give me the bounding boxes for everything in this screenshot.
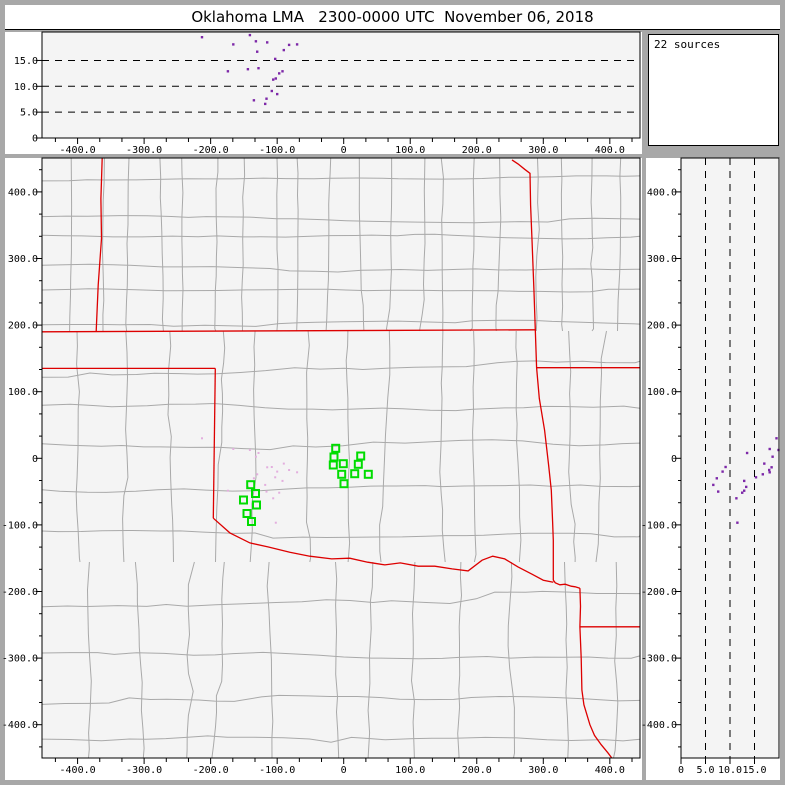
sources-count-box: 22 sources — [648, 34, 779, 146]
svg-text:100.0: 100.0 — [647, 387, 677, 398]
svg-text:-300.0: -300.0 — [126, 765, 162, 776]
svg-text:0: 0 — [341, 145, 347, 156]
svg-text:400.0: 400.0 — [595, 765, 625, 776]
svg-text:0: 0 — [671, 454, 677, 465]
svg-text:-300.0: -300.0 — [126, 145, 162, 156]
svg-text:100.0: 100.0 — [395, 145, 425, 156]
svg-text:5.0: 5.0 — [20, 108, 38, 119]
state-boundaries-layer — [42, 158, 640, 758]
altitude-ns-panel: 0 5.0 10.0 15.0 -400.0 -300.0 -200.0 -100.0 0 100… — [641, 157, 780, 780]
svg-text:-200.0: -200.0 — [193, 145, 229, 156]
svg-text:300.0: 300.0 — [647, 254, 677, 265]
svg-text:0: 0 — [32, 454, 38, 465]
svg-text:200.0: 200.0 — [647, 321, 677, 332]
svg-text:200.0: 200.0 — [462, 145, 492, 156]
svg-text:15.0: 15.0 — [742, 765, 766, 776]
svg-text:-400.0: -400.0 — [641, 720, 677, 731]
svg-text:10.0: 10.0 — [14, 82, 38, 93]
title-bar: Oklahoma LMA 2300-0000 UTC November 06, … — [5, 5, 780, 30]
svg-text:400.0: 400.0 — [595, 145, 625, 156]
county-boundaries-layer — [42, 158, 640, 758]
svg-text:-400.0: -400.0 — [60, 765, 96, 776]
altitude-ew-panel: -400.0 -300.0 -200.0 -100.0 0 100.0 200.0 300.0… — [5, 31, 642, 156]
svg-text:300.0: 300.0 — [8, 254, 38, 265]
svg-text:-100.0: -100.0 — [259, 145, 295, 156]
svg-text:-200.0: -200.0 — [2, 587, 38, 598]
svg-text:-300.0: -300.0 — [641, 654, 677, 665]
svg-text:400.0: 400.0 — [8, 187, 38, 198]
plan-view-map-panel: -400.0 -300.0 -200.0 -100.0 0 100.0 200.0 300.0… — [2, 157, 642, 780]
altitude-dashed-gridlines — [42, 59, 640, 113]
svg-text:-100.0: -100.0 — [2, 520, 38, 531]
svg-text:300.0: 300.0 — [528, 145, 558, 156]
vhf-sources-layer — [200, 33, 299, 106]
right-panel-axis-ticks: 0 5.0 10.0 15.0 -400.0 -300.0 -200.0 -100.0 0 100… — [641, 169, 767, 776]
svg-text:0: 0 — [341, 765, 347, 776]
lma-stations-layer — [239, 443, 373, 526]
svg-text:-200.0: -200.0 — [193, 765, 229, 776]
svg-text:-100.0: -100.0 — [259, 765, 295, 776]
svg-text:300.0: 300.0 — [528, 765, 558, 776]
svg-text:-100.0: -100.0 — [641, 520, 677, 531]
window-title: Oklahoma LMA 2300-0000 UTC November 06, … — [191, 8, 594, 26]
svg-text:5.0: 5.0 — [696, 765, 714, 776]
svg-text:100.0: 100.0 — [8, 387, 38, 398]
svg-text:0: 0 — [678, 765, 684, 776]
svg-text:200.0: 200.0 — [8, 321, 38, 332]
svg-text:200.0: 200.0 — [462, 765, 492, 776]
svg-text:100.0: 100.0 — [395, 765, 425, 776]
svg-text:-300.0: -300.0 — [2, 654, 38, 665]
svg-text:-200.0: -200.0 — [641, 587, 677, 598]
top-panel-axis-ticks: -400.0 -300.0 -200.0 -100.0 0 100.0 200.0 300.0… — [14, 56, 633, 156]
svg-text:0: 0 — [32, 134, 38, 145]
svg-text:-400.0: -400.0 — [60, 145, 96, 156]
sources-count-label: 22 sources — [654, 38, 721, 51]
svg-text:-400.0: -400.0 — [2, 720, 38, 731]
svg-text:10.0: 10.0 — [718, 765, 742, 776]
altitude-dashed-gridlines — [705, 158, 755, 758]
svg-text:400.0: 400.0 — [647, 187, 677, 198]
svg-text:15.0: 15.0 — [14, 56, 38, 67]
map-axis-ticks: -400.0 -300.0 -200.0 -100.0 0 100.0 200.0 300.0… — [2, 169, 633, 776]
